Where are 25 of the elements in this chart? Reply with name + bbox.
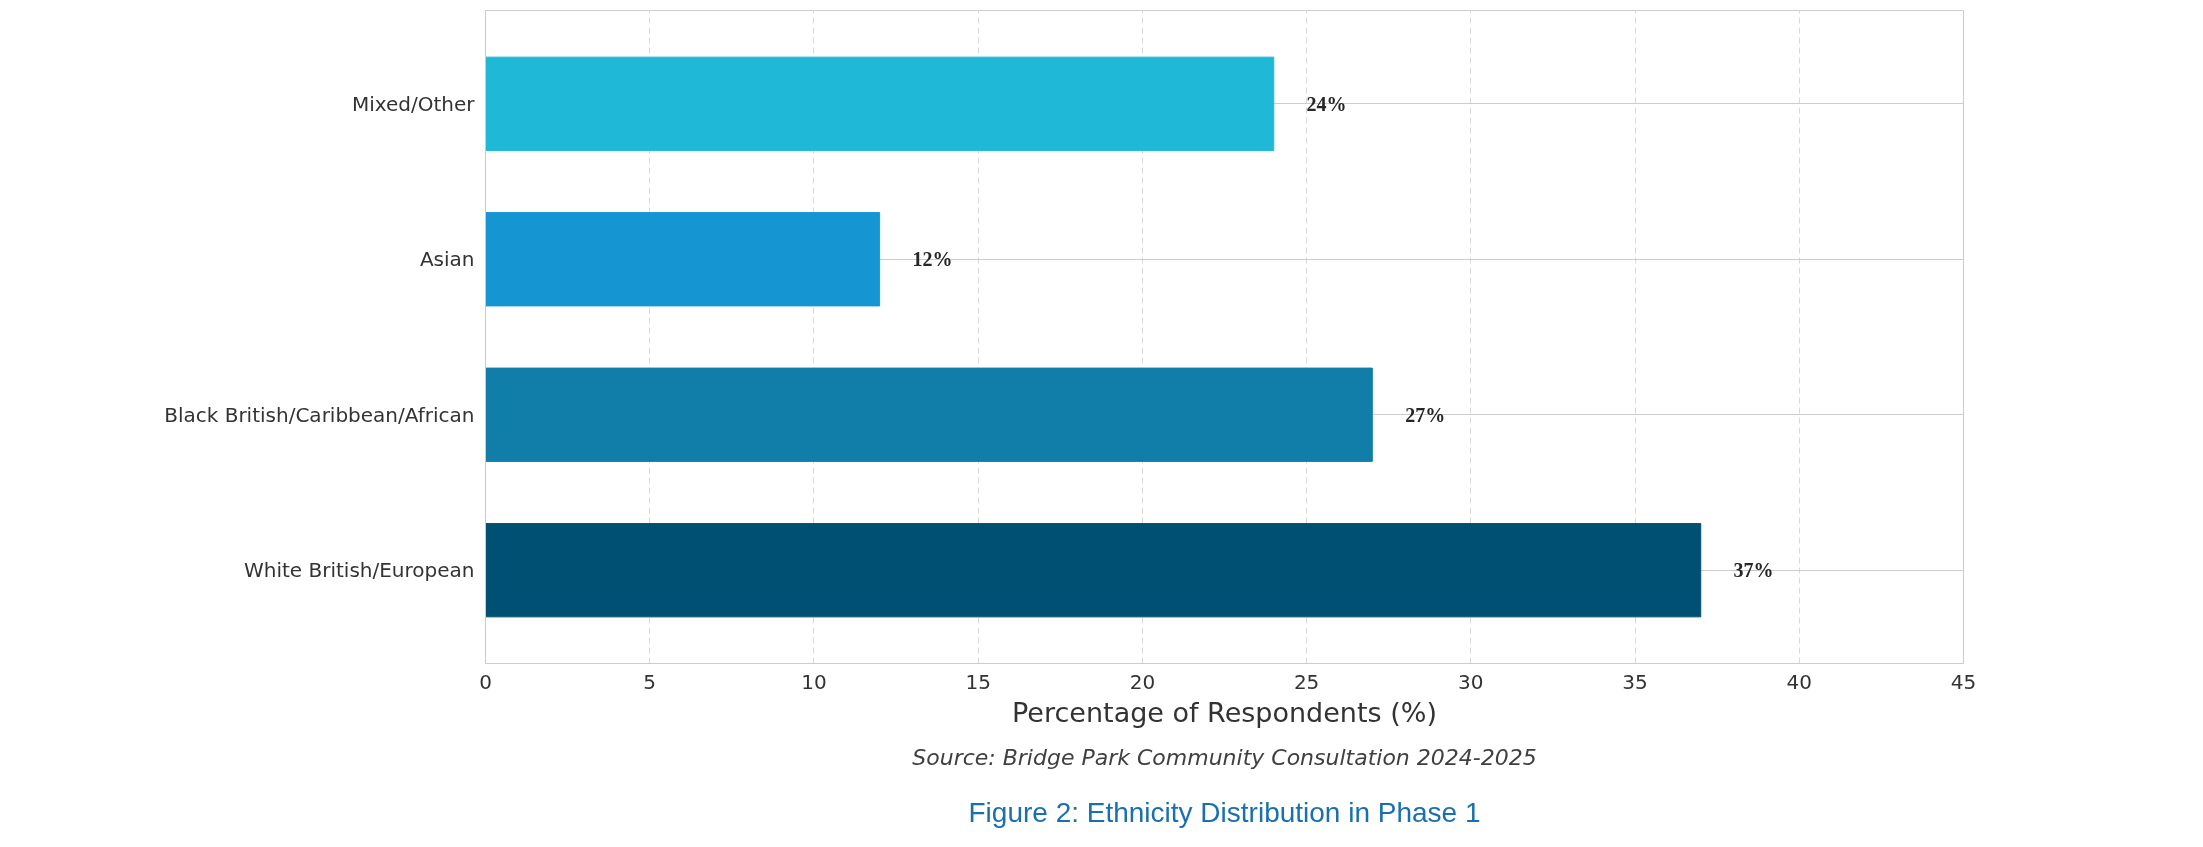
- x-tick-label: 15: [965, 669, 991, 694]
- x-axis-title: Percentage of Respondents (%): [1012, 696, 1437, 728]
- data-label: 27%: [1405, 403, 1446, 426]
- source-note: Source: Bridge Park Community Consultation 2024-2025: [912, 745, 1537, 770]
- y-tick-label: Black British/Caribbean/African: [164, 402, 475, 427]
- bar: [485, 56, 1275, 151]
- y-tick-label: Asian: [419, 247, 475, 272]
- x-tick-label: 30: [1458, 669, 1484, 694]
- x-tick-label: 10: [801, 669, 827, 694]
- x-tick-label: 0: [479, 669, 492, 694]
- bar: [485, 367, 1373, 462]
- caption: Figure 2: Ethnicity Distribution in Phase 1: [968, 797, 1481, 828]
- y-tick-label: Mixed/Other: [351, 91, 476, 116]
- x-tick-label: 25: [1293, 669, 1320, 694]
- bar: [485, 212, 881, 307]
- data-label: 37%: [1733, 559, 1774, 582]
- x-tick-label: 40: [1786, 669, 1813, 694]
- data-label: 12%: [912, 248, 953, 271]
- bar: [485, 523, 1702, 618]
- x-tick-label: 45: [1950, 669, 1977, 694]
- y-tick-label: White British/European: [243, 558, 475, 583]
- x-tick-label: 35: [1622, 669, 1648, 694]
- data-label: 24%: [1306, 92, 1347, 115]
- x-tick-label: 20: [1129, 669, 1156, 694]
- x-tick-label: 5: [643, 669, 657, 694]
